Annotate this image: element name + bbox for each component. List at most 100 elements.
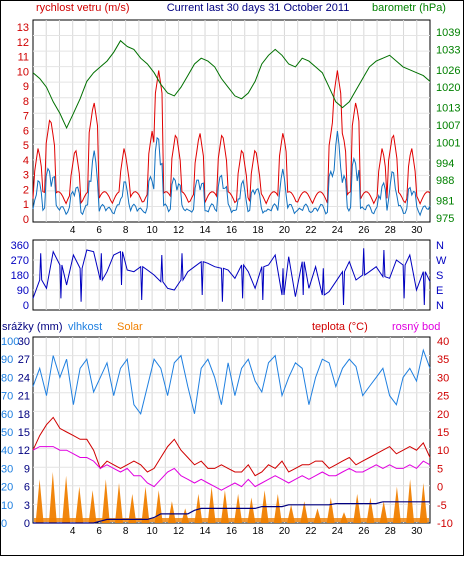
- x-tick-label: 10: [147, 225, 159, 236]
- compass-label: N: [436, 300, 444, 312]
- right-axis-title: barometr (hPa): [372, 2, 446, 14]
- compass-label: N: [436, 240, 444, 252]
- x-tick-label: 6: [96, 225, 102, 236]
- x-tick-label: 30: [411, 526, 423, 537]
- humidity-tick-label: 90: [1, 354, 13, 366]
- left-tick-label: 4: [23, 155, 29, 167]
- x-tick-label: 22: [305, 526, 317, 537]
- solar-bar: [207, 486, 216, 523]
- temperature-axis-title: teplota (°C): [312, 321, 368, 333]
- x-tick-label: 4: [70, 225, 76, 236]
- wind-average-line: [32, 131, 431, 217]
- temperature-tick-label: 30: [437, 372, 449, 384]
- temperature-tick-label: 15: [437, 427, 449, 439]
- precip-tick-label: 9: [24, 463, 30, 475]
- solar-bar: [366, 497, 375, 523]
- x-tick-label: 28: [385, 225, 397, 236]
- x-tick-label: 18: [252, 225, 264, 236]
- humidity-tick-label: 60: [1, 409, 13, 421]
- x-tick-label: 10: [147, 526, 159, 537]
- solar-baseline: [34, 518, 429, 522]
- left-tick-label: 6: [23, 125, 29, 137]
- left-tick-label: 13: [17, 22, 29, 34]
- wind-gust-line: [32, 70, 431, 205]
- dewpoint-line: [32, 446, 431, 491]
- x-tick-label: 22: [305, 225, 317, 236]
- x-tick-label: 14: [199, 526, 211, 537]
- temperature-line: [32, 416, 431, 477]
- humidity-tick-label: 20: [1, 482, 13, 494]
- x-tick-label: 26: [358, 225, 370, 236]
- x-tick-label: 20: [279, 225, 291, 236]
- humidity-tick-label: 30: [1, 463, 13, 475]
- chart-title: Current last 30 days 31 October 2011: [167, 2, 350, 14]
- x-tick-label: 24: [332, 526, 344, 537]
- compass-label: E: [436, 285, 443, 297]
- solar-bar: [35, 479, 44, 523]
- solar-bar: [62, 475, 71, 523]
- humidity-tick-label: 50: [1, 427, 13, 439]
- right-tick-label: 1001: [436, 137, 460, 149]
- direction-tick-label: 180: [11, 270, 29, 282]
- solar-bar: [419, 483, 428, 523]
- solar-bar: [48, 472, 57, 523]
- compass-label: S: [436, 270, 443, 282]
- precip-axis-title: srážky (mm): [2, 321, 63, 333]
- x-tick-label: 16: [226, 526, 238, 537]
- left-tick-label: 8: [23, 96, 29, 108]
- solar-bar: [273, 493, 282, 523]
- solar-bar: [115, 483, 123, 523]
- temperature-tick-label: 0: [437, 482, 443, 494]
- solar-bar: [141, 486, 150, 523]
- temperature-tick-label: 25: [437, 391, 449, 403]
- x-tick-label: 12: [173, 526, 185, 537]
- left-tick-label: 7: [23, 111, 29, 123]
- x-tick-label: 8: [123, 526, 129, 537]
- direction-tick-label: 90: [17, 285, 29, 297]
- left-tick-label: 0: [23, 214, 29, 226]
- right-tick-label: 994: [436, 158, 454, 170]
- wind-direction-line: [32, 248, 431, 306]
- humidity-axis-title: vlhkost: [68, 321, 102, 333]
- left-tick-label: 5: [23, 140, 29, 152]
- x-tick-label: 12: [173, 225, 185, 236]
- temperature-tick-label: 40: [437, 336, 449, 348]
- x-tick-label: 30: [411, 225, 423, 236]
- humidity-tick-label: 0: [1, 518, 7, 530]
- right-tick-label: 1033: [436, 44, 460, 56]
- temperature-tick-label: 10: [437, 445, 449, 457]
- humidity-tick-label: 70: [1, 391, 13, 403]
- right-tick-label: 1026: [436, 65, 460, 77]
- precip-tick-label: 27: [18, 354, 30, 366]
- precip-tick-label: 30: [18, 336, 30, 348]
- left-tick-label: 12: [17, 37, 29, 49]
- x-tick-label: 6: [96, 526, 102, 537]
- precip-tick-label: 18: [18, 409, 30, 421]
- right-tick-label: 981: [436, 196, 454, 208]
- x-tick-label: 24: [332, 225, 344, 236]
- left-tick-label: 11: [18, 52, 29, 64]
- solar-bar: [379, 501, 388, 523]
- solar-bar: [75, 486, 84, 523]
- solar-bar: [154, 490, 163, 523]
- x-tick-label: 4: [70, 526, 76, 537]
- solar-bar: [194, 493, 203, 523]
- precip-tick-label: 0: [24, 518, 30, 530]
- solar-bar: [220, 490, 229, 523]
- humidity-tick-label: 10: [1, 500, 13, 512]
- x-tick-label: 28: [385, 526, 397, 537]
- solar-bar: [326, 497, 335, 523]
- humidity-tick-label: 80: [1, 372, 13, 384]
- left-tick-label: 2: [23, 184, 29, 196]
- right-tick-label: 988: [436, 175, 454, 187]
- direction-tick-label: 270: [11, 255, 29, 267]
- solar-bar: [406, 479, 415, 523]
- left-axis-title: rychlost vetru (m/s): [36, 2, 130, 14]
- precip-tick-label: 6: [24, 482, 30, 494]
- right-tick-label: 1013: [436, 103, 460, 115]
- temperature-tick-label: -10: [437, 518, 453, 530]
- temperature-tick-label: 20: [437, 409, 449, 421]
- solar-bar: [101, 479, 110, 523]
- x-tick-label: 20: [279, 526, 291, 537]
